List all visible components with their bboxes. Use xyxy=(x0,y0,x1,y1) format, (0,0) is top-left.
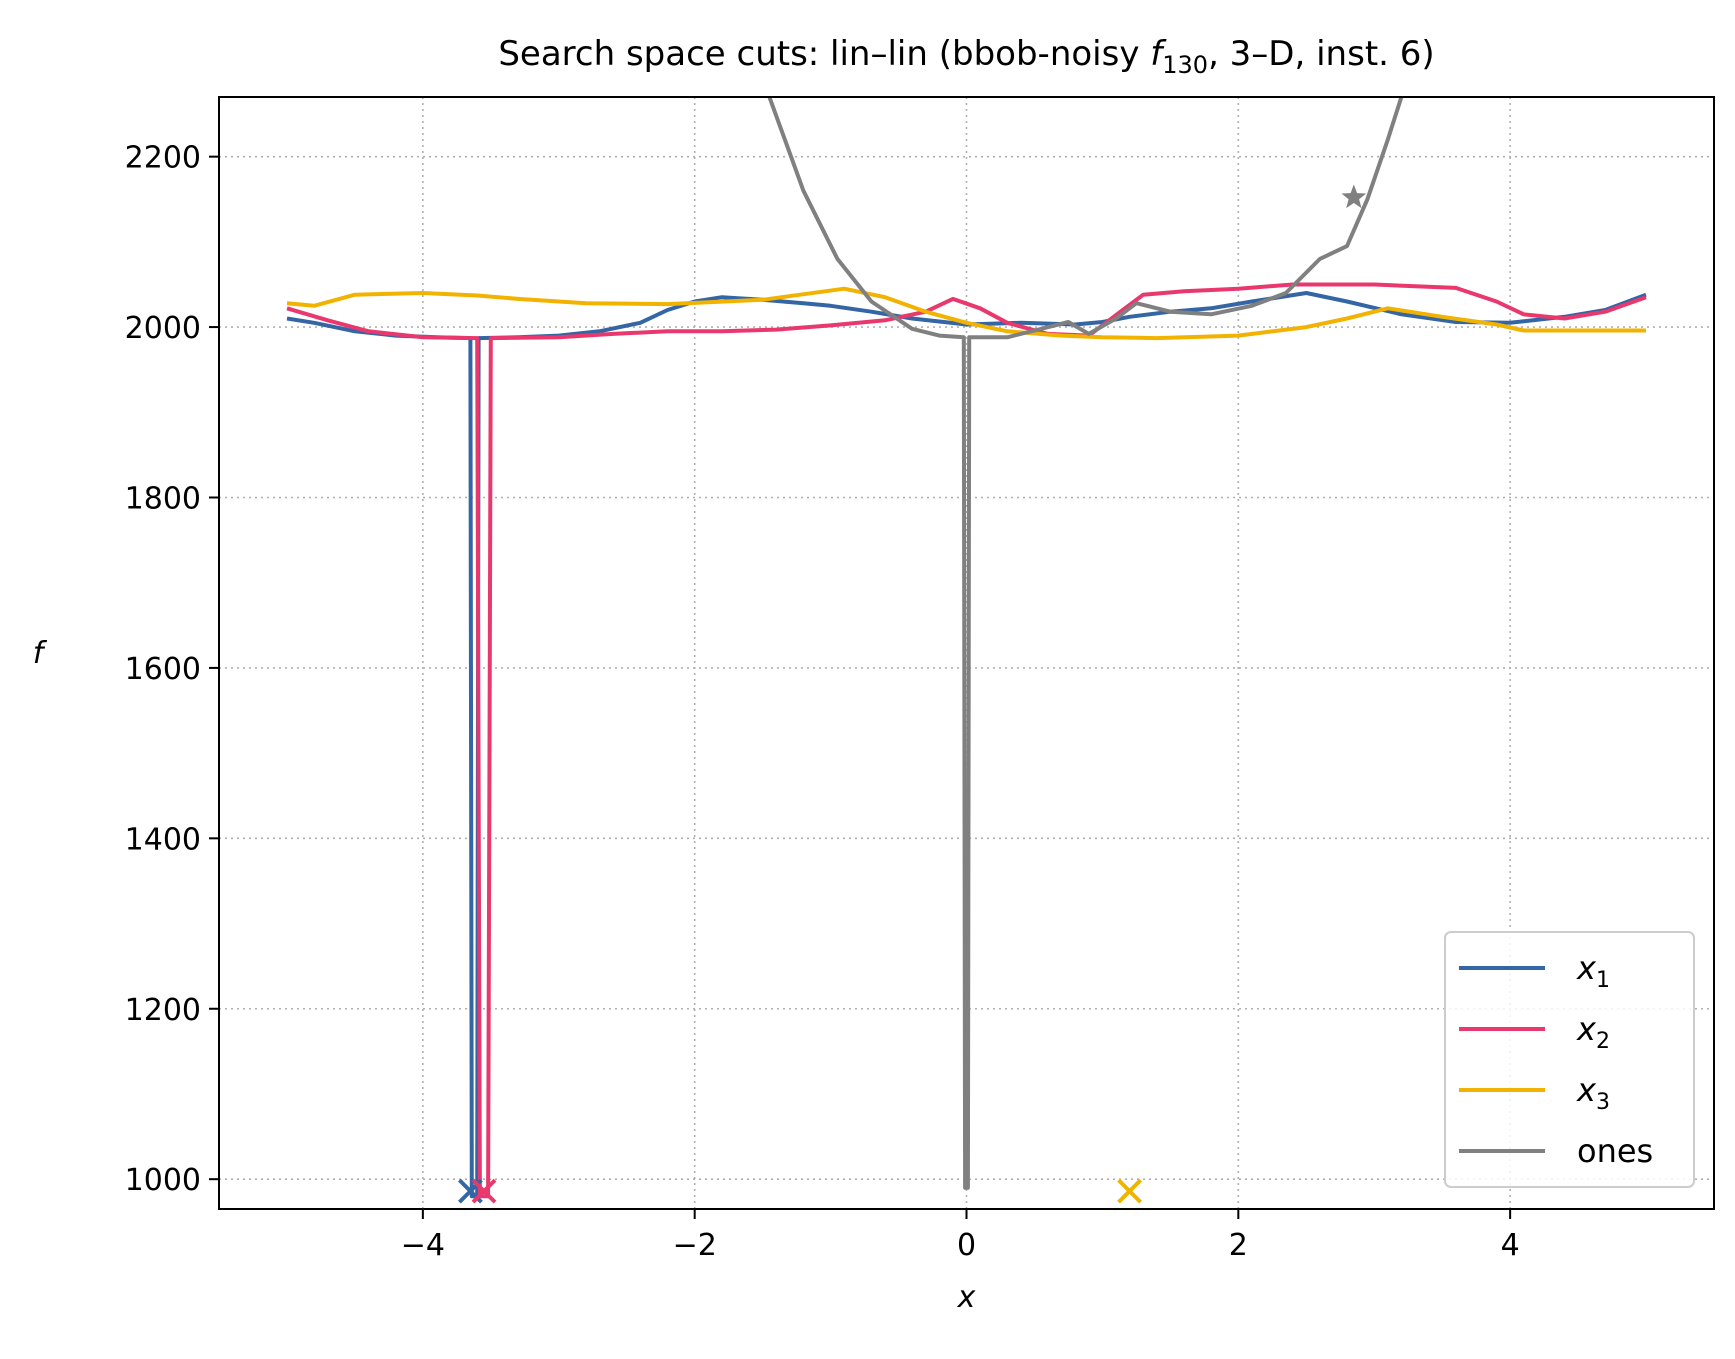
x-tick-label: −4 xyxy=(401,1228,445,1263)
legend: x1 x2 x3 ones xyxy=(1444,931,1695,1188)
y-tick-label: 1000 xyxy=(125,1163,201,1198)
x-tick-label: −2 xyxy=(673,1228,717,1263)
chart-title-suffix: , 3–D, inst. 6) xyxy=(1208,34,1435,74)
series-lines xyxy=(286,97,1647,1199)
legend-box xyxy=(1444,931,1695,1188)
legend-label: ones xyxy=(1577,1132,1653,1170)
series-line-x3 xyxy=(286,286,1646,341)
marker-x-x2 xyxy=(471,1178,497,1204)
legend-label: x2 xyxy=(1576,1010,1610,1054)
x-tick-label: 4 xyxy=(1501,1228,1520,1263)
marker-star-ones xyxy=(1341,184,1367,209)
axis-ticks: −4 −2 0 2 4 1000 1200 1400 1600 1800 2000 2200 xyxy=(125,141,1520,1263)
legend-label: x3 xyxy=(1576,1071,1610,1115)
series-markers xyxy=(458,184,1367,1204)
legend-label: x1 xyxy=(1576,949,1610,993)
y-tick-label: 2000 xyxy=(125,311,201,346)
chart-title-func-sub: 130 xyxy=(1162,51,1208,79)
series-line-x1 xyxy=(286,291,1647,1199)
y-tick-label: 1400 xyxy=(125,822,201,857)
y-tick-label: 1800 xyxy=(125,481,201,516)
x-tick-label: 2 xyxy=(1229,1228,1248,1263)
series-line-ones xyxy=(767,97,1404,1190)
y-tick-label: 2200 xyxy=(125,141,201,176)
x-axis-title: x xyxy=(957,1280,976,1315)
chart-title-prefix: Search space cuts: lin–lin (bbob-noisy xyxy=(498,34,1150,74)
series-line-x2 xyxy=(286,282,1647,1199)
y-tick-label: 1200 xyxy=(125,993,201,1028)
x-tick-label: 0 xyxy=(957,1228,976,1263)
y-tick-label: 1600 xyxy=(125,652,201,687)
chart-title: Search space cuts: lin–lin (bbob-noisy f… xyxy=(498,34,1434,79)
marker-x-x3 xyxy=(1117,1178,1143,1204)
